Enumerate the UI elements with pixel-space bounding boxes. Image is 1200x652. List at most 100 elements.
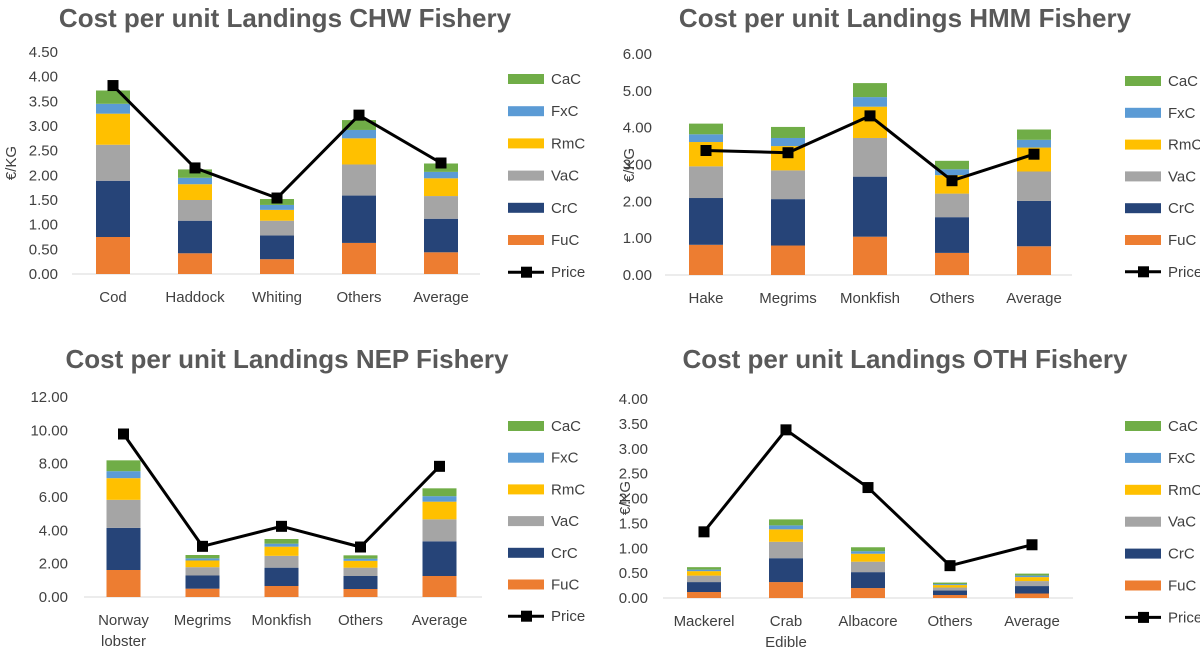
legend-swatch-crc: [1125, 548, 1161, 559]
bar-fxc: [343, 558, 378, 561]
legend-label: VaC: [1168, 168, 1196, 185]
legend-swatch-fuc: [1125, 235, 1161, 245]
price-marker: [107, 80, 119, 92]
bar-fuc: [1017, 246, 1051, 275]
category-label: Average: [413, 289, 469, 306]
bar-fuc: [343, 589, 378, 597]
bar-fxc: [422, 496, 457, 502]
legend-swatch-fxc: [508, 452, 544, 463]
bar-crc: [689, 198, 723, 245]
y-tick-label: 3.50: [619, 416, 648, 433]
category-label: Monkfish: [251, 612, 311, 629]
bar-fuc: [260, 259, 294, 274]
y-tick-label: 0.50: [29, 241, 58, 258]
legend-price-marker: [521, 610, 532, 622]
bar-crc: [935, 217, 969, 253]
bar-cac: [771, 126, 805, 138]
legend-label: VaC: [1168, 514, 1196, 531]
y-tick-label: 0.50: [619, 565, 648, 582]
bar-vac: [422, 519, 457, 542]
category-label: Megrims: [759, 290, 817, 307]
price-marker: [864, 110, 876, 122]
category-label: Edible: [765, 634, 807, 651]
bar-vac: [178, 200, 212, 221]
price-marker: [353, 109, 365, 121]
legend-swatch-vac: [1125, 516, 1161, 527]
legend-swatch-fxc: [508, 106, 544, 117]
bar-crc: [771, 199, 805, 246]
bar-cac: [422, 488, 457, 497]
y-tick-label: 4.00: [619, 391, 648, 408]
bar-fuc: [853, 236, 887, 275]
y-tick-label: 1.50: [29, 192, 58, 209]
y-tick-label: 2.50: [29, 143, 58, 160]
legend-label: FuC: [551, 577, 580, 594]
bar-rmc: [178, 184, 212, 200]
bar-fuc: [771, 245, 805, 275]
category-label: Others: [929, 290, 974, 307]
price-marker: [1028, 148, 1040, 160]
y-tick-label: 6.00: [623, 46, 652, 63]
y-axis-title: €/KG: [621, 148, 638, 182]
legend-label: CaC: [1168, 418, 1198, 435]
category-label: Cod: [99, 289, 127, 306]
y-tick-label: 1.00: [619, 540, 648, 557]
bar-vac: [851, 561, 885, 573]
legend-swatch-vac: [508, 516, 544, 527]
legend-swatch-fuc: [508, 579, 544, 590]
y-tick-label: 1.00: [29, 217, 58, 234]
category-label: Hake: [688, 290, 723, 307]
legend-label: FuC: [551, 232, 580, 249]
bar-crc: [96, 180, 130, 237]
bar-fuc: [264, 586, 299, 597]
chart-panel-2: Cost per unit Landings HMM Fishery 0.00 1.…: [621, 3, 1200, 307]
bar-cac: [178, 169, 212, 178]
bar-crc: [343, 576, 378, 589]
legend-price-marker: [1138, 611, 1149, 623]
y-tick-label: 0.00: [29, 266, 58, 283]
bar-fuc: [687, 592, 721, 598]
legend-label: FuC: [1168, 232, 1197, 249]
y-tick-label: 2.00: [619, 491, 648, 508]
legend-label: FxC: [1168, 105, 1196, 122]
bar-crc: [106, 527, 141, 570]
legend-label: RmC: [1168, 137, 1200, 154]
bar-fxc: [178, 177, 212, 185]
legend-price-marker: [521, 266, 532, 278]
bar-vac: [96, 144, 130, 181]
y-tick-label: 10.00: [30, 422, 68, 439]
y-axis-title: €/KG: [3, 146, 20, 180]
y-tick-label: 0.00: [39, 589, 68, 606]
bar-fuc: [422, 576, 457, 597]
bar-cac: [687, 567, 721, 570]
bar-fxc: [185, 558, 220, 561]
bar-vac: [853, 137, 887, 177]
category-label: lobster: [101, 633, 146, 650]
bar-vac: [687, 575, 721, 583]
bar-cac: [185, 555, 220, 559]
price-marker: [355, 541, 366, 553]
bar-cac: [851, 547, 885, 552]
bar-crc: [769, 558, 803, 583]
price-marker: [698, 526, 710, 538]
bar-crc: [264, 567, 299, 586]
price-marker: [434, 460, 445, 472]
bar-cac: [342, 120, 376, 130]
legend-label: CrC: [551, 200, 578, 217]
price-marker: [435, 157, 447, 169]
bar-fuc: [424, 252, 458, 274]
bar-fxc: [106, 471, 141, 479]
bar-fxc: [424, 171, 458, 179]
price-marker: [862, 482, 874, 494]
bar-crc: [687, 582, 721, 593]
legend-label: RmC: [551, 135, 585, 152]
legend-label: CrC: [1168, 546, 1195, 563]
y-tick-label: 2.50: [619, 466, 648, 483]
category-label: Haddock: [165, 289, 225, 306]
bar-fuc: [342, 242, 376, 274]
bar-cac: [264, 539, 299, 544]
bar-cac: [343, 555, 378, 559]
category-label: Whiting: [252, 289, 302, 306]
bar-crc: [933, 590, 967, 596]
bar-vac: [689, 166, 723, 199]
